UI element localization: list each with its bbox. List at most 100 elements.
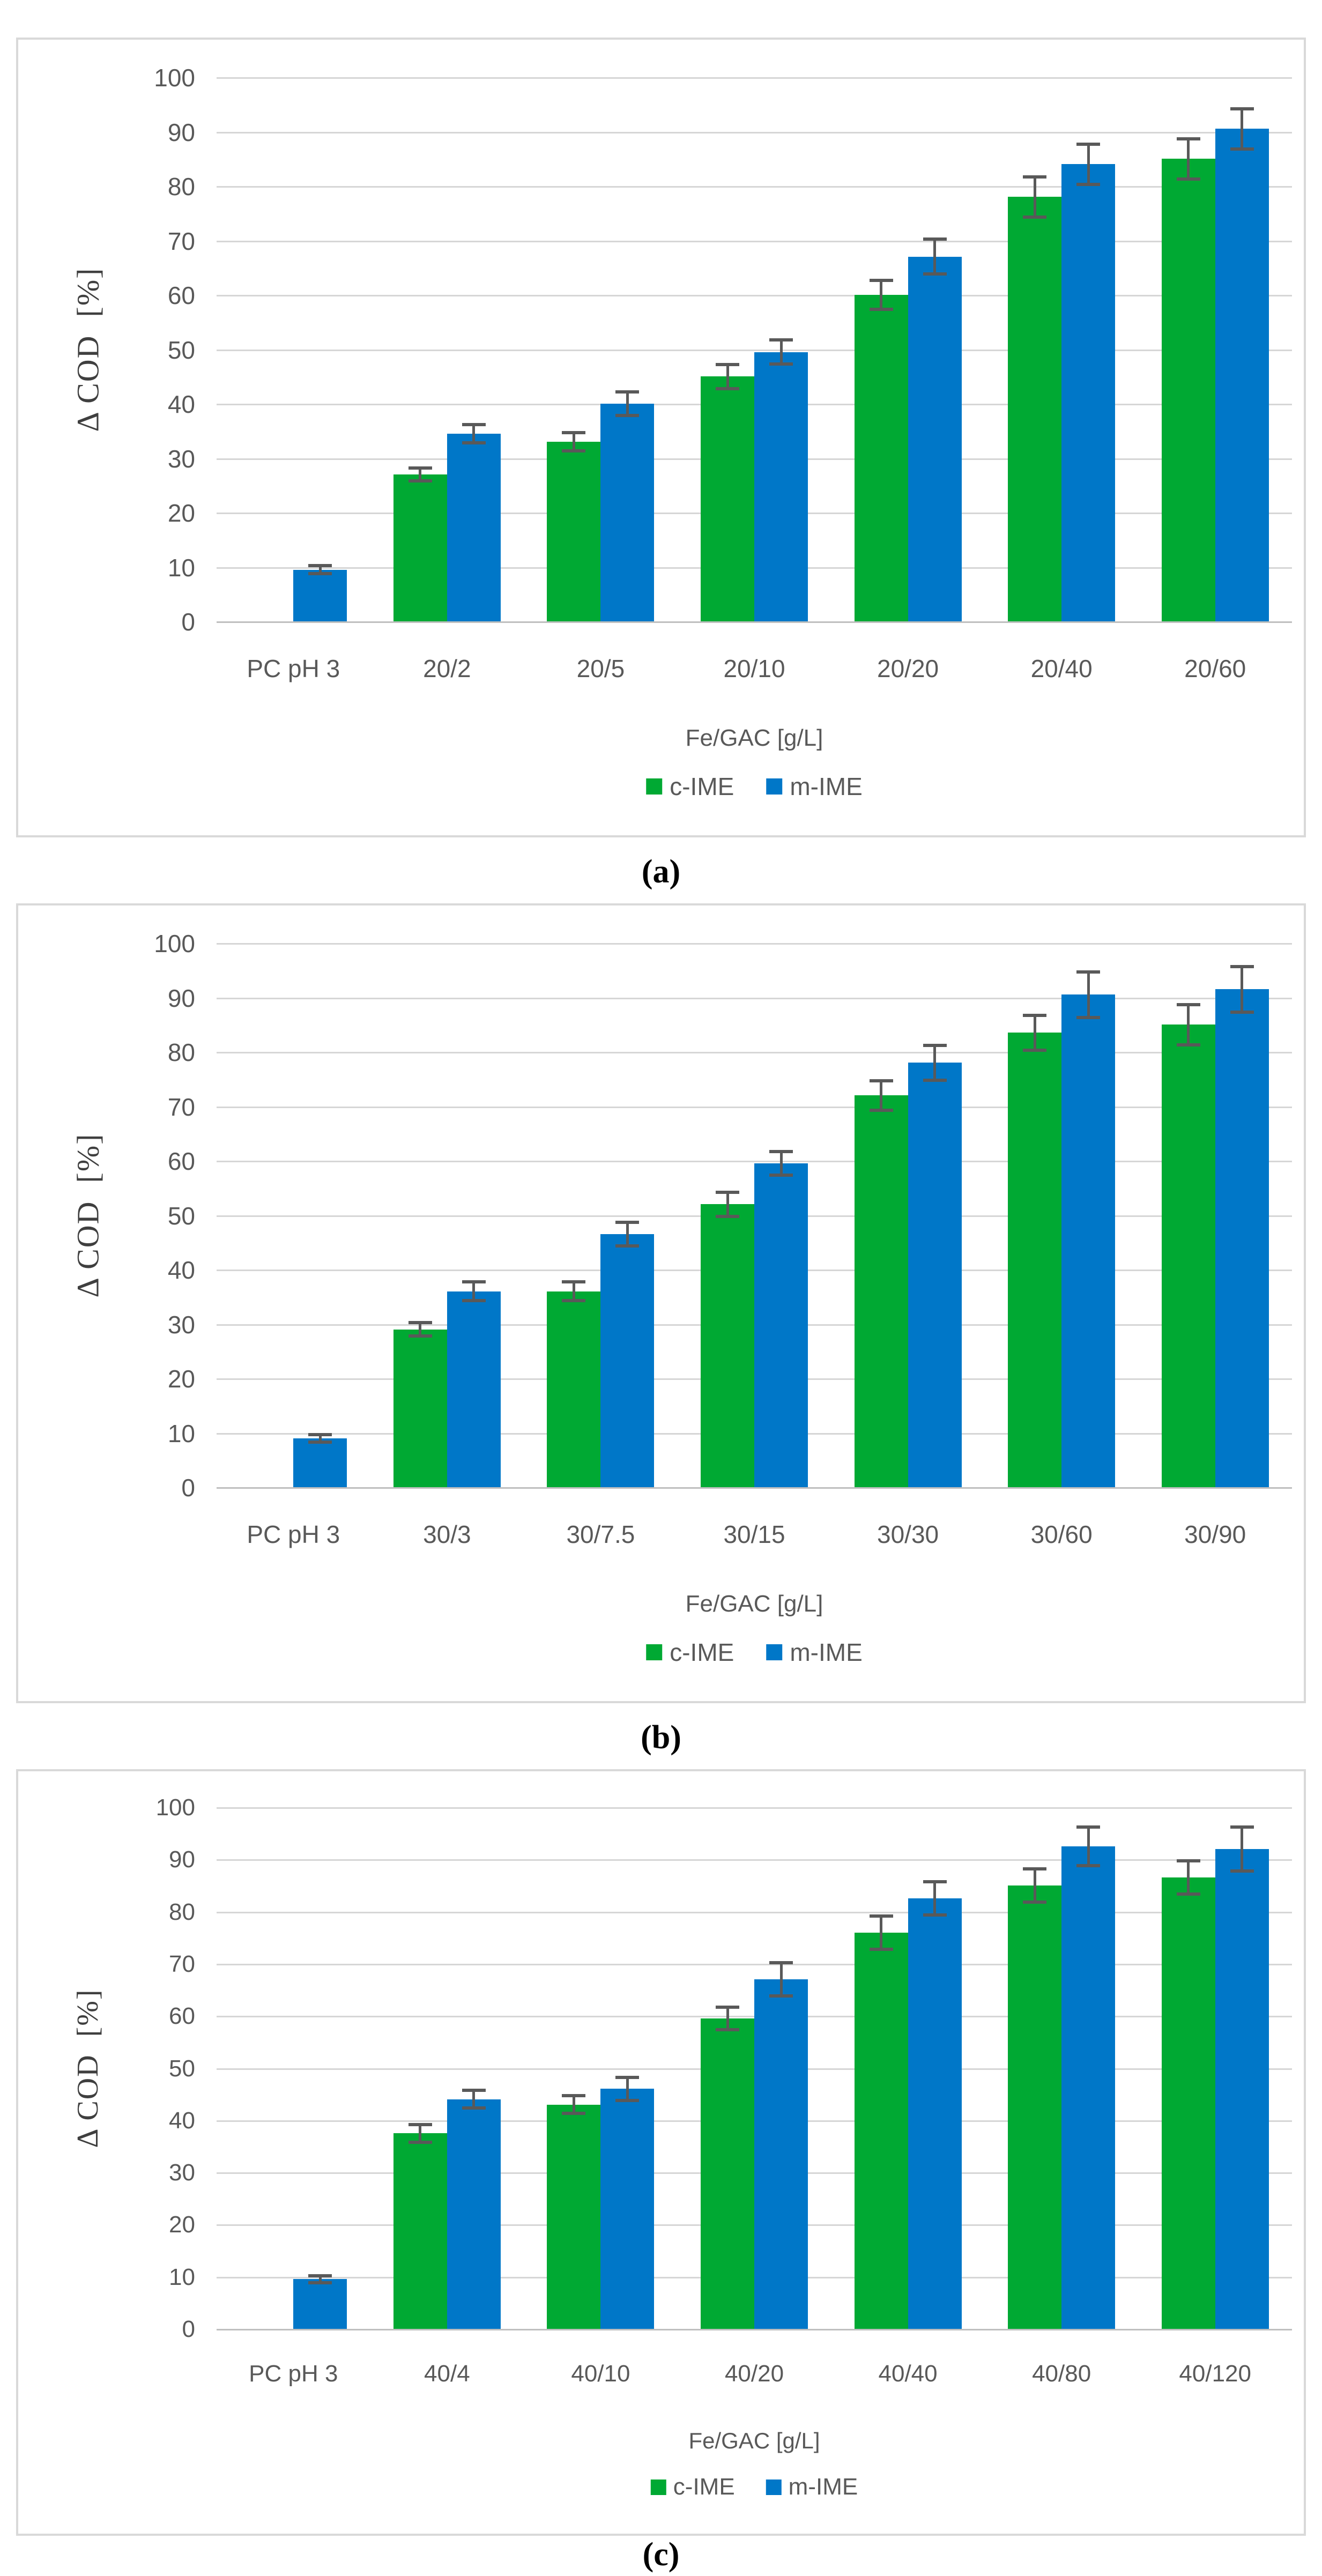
error-bar-line xyxy=(933,1880,937,1917)
y-tick-label: 60 xyxy=(167,1147,195,1175)
legend-item-m-ime: m-IME xyxy=(766,2474,858,2500)
error-bar-cap-top xyxy=(1023,1867,1047,1870)
x-category-label: 30/15 xyxy=(723,1520,785,1548)
error-bar-cap-bottom xyxy=(769,362,793,366)
legend-item-c-ime: c-IME xyxy=(650,2474,735,2500)
error-bar-line xyxy=(1087,1825,1090,1867)
bar-c-ime xyxy=(854,295,908,621)
error-bar-cap-top xyxy=(923,1043,947,1047)
bar-c-ime xyxy=(547,442,601,621)
error-bar-cap-top xyxy=(923,1880,947,1884)
bar-m-ime xyxy=(1215,989,1269,1487)
error-bar-line xyxy=(1087,142,1090,186)
error-bar-cap-top xyxy=(308,1432,332,1436)
y-tick-label: 20 xyxy=(169,2211,195,2238)
legend-label-c-ime: c-IME xyxy=(670,773,734,800)
x-category-label: 40/120 xyxy=(1179,2360,1251,2387)
y-tick-label: 70 xyxy=(167,1093,195,1121)
bar-m-ime xyxy=(293,569,347,621)
chart-panel-c: 0 10 20 30 40 50 60 70 80 90 100 Δ COD [%] PC pH 3 40… xyxy=(16,1769,1306,2536)
y-tick-label: 10 xyxy=(169,2263,195,2290)
error-bar-line xyxy=(1033,1013,1036,1052)
chart-panel-b: 0 10 20 30 40 50 60 70 80 90 100 Δ COD [%] PC pH 3 30… xyxy=(16,903,1306,1703)
error-bar-line xyxy=(572,1280,575,1302)
legend-swatch-m-ime xyxy=(766,1644,783,1660)
legend: c-IME m-IME xyxy=(650,2474,858,2500)
x-axis-title: Fe/GAC [g/L] xyxy=(685,1591,823,1617)
legend-item-m-ime: m-IME xyxy=(766,772,863,801)
y-tick-label: 100 xyxy=(154,64,195,92)
y-axis-title: Δ COD [%] xyxy=(71,1988,105,2148)
baseline xyxy=(217,621,1292,623)
error-bar-line xyxy=(472,422,476,445)
error-bar-cap-top xyxy=(462,2089,486,2092)
bar-m-ime xyxy=(293,2279,347,2329)
error-bar-cap-bottom xyxy=(769,1994,793,1998)
error-bar-cap-top xyxy=(615,2076,640,2080)
error-bar-line xyxy=(880,1914,883,1951)
x-category-label: 40/4 xyxy=(424,2360,470,2387)
error-bar-cap-top xyxy=(869,278,893,282)
bar-m-ime xyxy=(600,404,655,621)
error-bar-cap-top xyxy=(615,1220,640,1224)
bar-c-ime xyxy=(1008,1885,1062,2329)
error-bar-line xyxy=(1087,970,1090,1020)
bar-m-ime xyxy=(447,433,501,621)
error-bar-line xyxy=(626,1220,629,1248)
error-bar-cap-top xyxy=(716,362,739,366)
error-bar-line xyxy=(472,1280,476,1302)
error-bar-cap-bottom xyxy=(562,449,586,453)
error-bar-cap-top xyxy=(308,2274,332,2277)
error-bar-cap-bottom xyxy=(769,1174,793,1177)
x-category-label: 20/60 xyxy=(1184,655,1246,682)
y-tick-label: 90 xyxy=(167,984,195,1012)
y-tick-label: 0 xyxy=(182,2315,195,2342)
y-tick-label: 50 xyxy=(167,1201,195,1230)
y-tick-label: 70 xyxy=(169,1950,195,1977)
error-bar-cap-top xyxy=(462,422,486,426)
panel-caption-c: (c) xyxy=(642,2536,680,2573)
error-bar-cap-bottom xyxy=(1176,1892,1200,1896)
panel-caption-b: (b) xyxy=(641,1719,681,1756)
x-category-label: 30/90 xyxy=(1184,1520,1246,1548)
error-bar-cap-bottom xyxy=(1230,1869,1254,1873)
error-bar-line xyxy=(1187,1859,1190,1896)
bar-c-ime xyxy=(547,1291,601,1487)
y-tick-label: 80 xyxy=(167,173,195,201)
error-bar-line xyxy=(726,362,729,390)
bar-c-ime xyxy=(854,1095,908,1487)
y-tick-label: 40 xyxy=(167,1256,195,1284)
error-bar-line xyxy=(1241,964,1244,1014)
error-bar-cap-bottom xyxy=(408,1334,432,1338)
error-bar-line xyxy=(626,390,629,418)
legend-item-c-ime: c-IME xyxy=(646,772,734,801)
error-bar-cap-top xyxy=(769,1961,793,1965)
bar-c-ime xyxy=(1161,1877,1215,2329)
x-category-label: 40/80 xyxy=(1032,2360,1091,2387)
bar-m-ime xyxy=(1061,164,1116,621)
y-tick-label: 40 xyxy=(169,2107,195,2134)
legend: c-IME m-IME xyxy=(646,1638,863,1667)
error-bar-cap-bottom xyxy=(462,1298,486,1302)
error-bar-cap-top xyxy=(716,1190,739,1194)
error-bar-cap-top xyxy=(869,1079,893,1082)
bar-c-ime xyxy=(393,2133,447,2329)
bar-m-ime xyxy=(1061,994,1116,1487)
error-bar-cap-top xyxy=(1230,964,1254,968)
error-bar-cap-top xyxy=(308,564,332,568)
gridline xyxy=(217,295,1292,296)
y-tick-label: 70 xyxy=(167,227,195,255)
error-bar-cap-top xyxy=(562,430,586,434)
error-bar-cap-top xyxy=(562,2094,586,2098)
error-bar-cap-bottom xyxy=(408,479,432,483)
y-tick-label: 80 xyxy=(167,1038,195,1066)
error-bar-cap-bottom xyxy=(716,2028,739,2032)
error-bar-cap-top xyxy=(1176,137,1200,140)
y-tick-label: 60 xyxy=(167,281,195,309)
x-category-label: 20/2 xyxy=(423,655,471,682)
x-category-label: 30/7.5 xyxy=(566,1520,635,1548)
gridline xyxy=(217,1807,1292,1809)
x-category-label: 20/20 xyxy=(877,655,939,682)
x-category-label: 30/30 xyxy=(877,1520,939,1548)
error-bar-cap-top xyxy=(408,1321,432,1325)
